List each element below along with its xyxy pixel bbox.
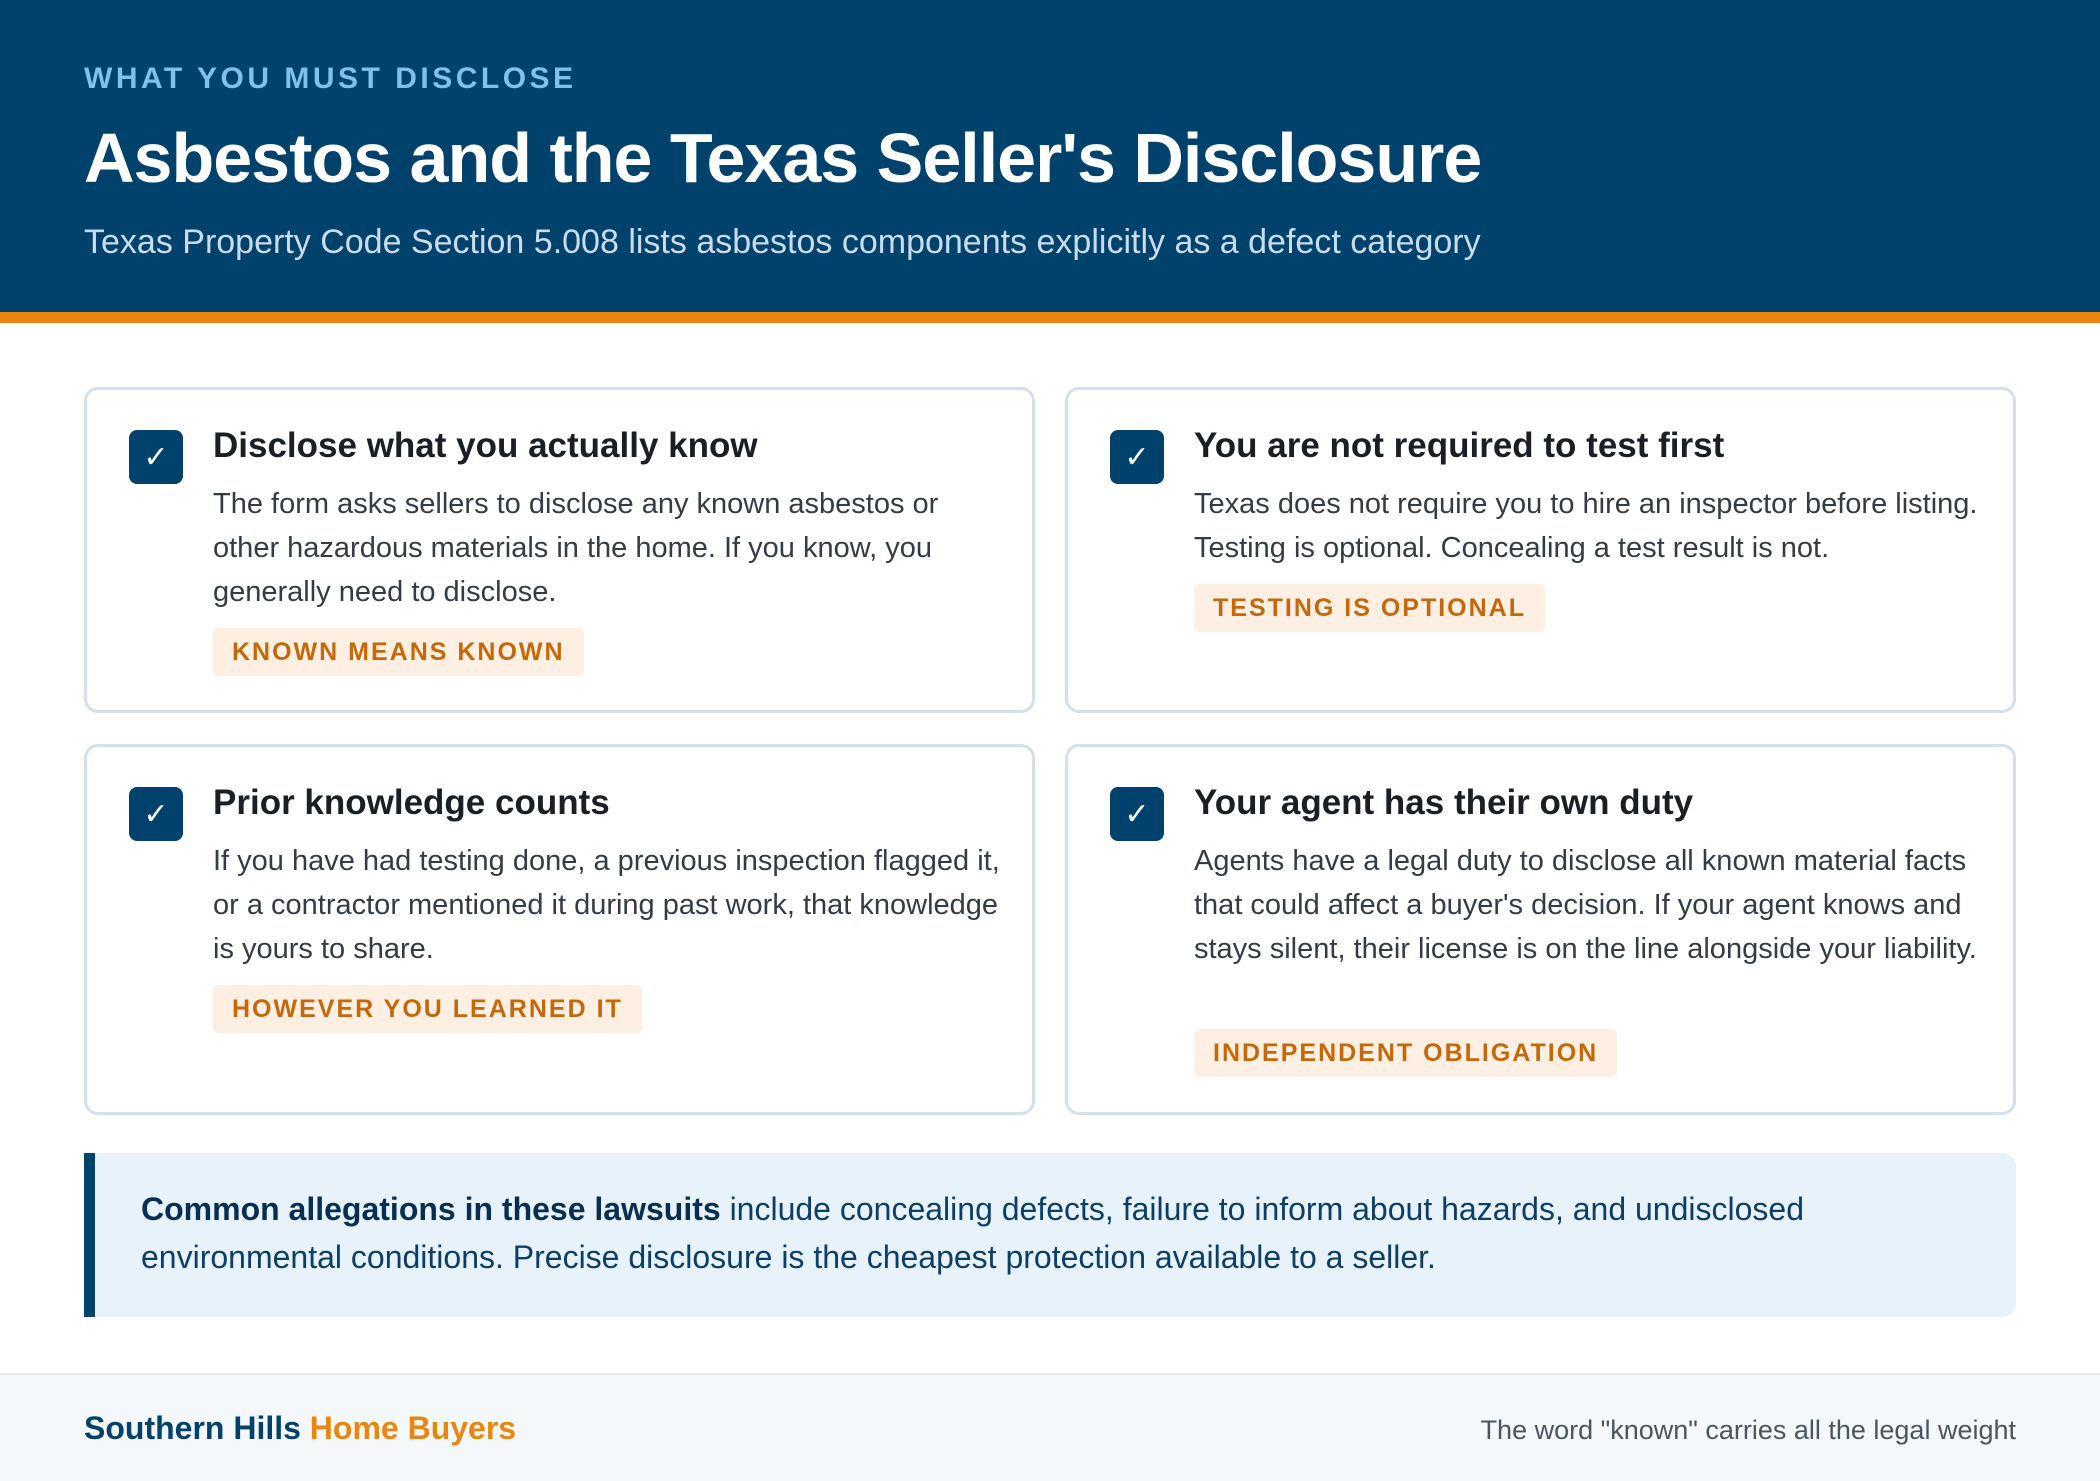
disclosure-card-testing: ✓ You are not required to test first Tex… <box>1065 387 2016 713</box>
card-tag: KNOWN MEANS KNOWN <box>213 628 584 676</box>
card-title: You are not required to test first <box>1194 426 1725 465</box>
brand-name-part1: Southern Hills <box>84 1410 301 1446</box>
header-accent-bar <box>0 312 2100 323</box>
footer-tagline: The word "known" carries all the legal w… <box>1480 1415 2016 1445</box>
check-icon: ✓ <box>129 430 183 484</box>
eyebrow-label: WHAT YOU MUST DISCLOSE <box>84 62 577 95</box>
callout-body: include concealing defects, failure to i… <box>141 1191 1804 1275</box>
card-title: Prior knowledge counts <box>213 783 610 822</box>
disclosure-card-agent-duty: ✓ Your agent has their own duty Agents h… <box>1065 744 2016 1115</box>
card-tag: INDEPENDENT OBLIGATION <box>1194 1029 1618 1077</box>
check-icon: ✓ <box>129 787 183 841</box>
footer: Southern Hills Home Buyers The word "kno… <box>0 1373 2100 1481</box>
card-body: Agents have a legal duty to disclose all… <box>1194 845 1977 965</box>
card-title: Your agent has their own duty <box>1194 783 1694 822</box>
disclosure-card-known: ✓ Disclose what you actually know The fo… <box>84 387 1035 713</box>
card-body: If you have had testing done, a previous… <box>213 845 1000 965</box>
brand-logo: Southern Hills Home Buyers <box>84 1410 516 1447</box>
card-body: The form asks sellers to disclose any kn… <box>213 488 939 608</box>
card-body: Texas does not require you to hire an in… <box>1194 488 1978 564</box>
callout-lead: Common allegations in these lawsuits <box>141 1191 721 1227</box>
card-tag: TESTING IS OPTIONAL <box>1194 584 1546 632</box>
check-icon: ✓ <box>1110 787 1164 841</box>
callout-text: Common allegations in these lawsuits inc… <box>141 1185 1981 1281</box>
check-icon: ✓ <box>1110 430 1164 484</box>
allegations-callout: Common allegations in these lawsuits inc… <box>84 1153 2016 1317</box>
card-tag: HOWEVER YOU LEARNED IT <box>213 985 642 1033</box>
page-title: Asbestos and the Texas Seller's Disclosu… <box>84 119 1482 197</box>
card-title: Disclose what you actually know <box>213 426 758 465</box>
brand-name-part2: Home Buyers <box>309 1410 517 1446</box>
page-subtitle: Texas Property Code Section 5.008 lists … <box>84 223 1481 261</box>
disclosure-card-prior-knowledge: ✓ Prior knowledge counts If you have had… <box>84 744 1035 1115</box>
header-banner: WHAT YOU MUST DISCLOSE Asbestos and the … <box>0 0 2100 312</box>
